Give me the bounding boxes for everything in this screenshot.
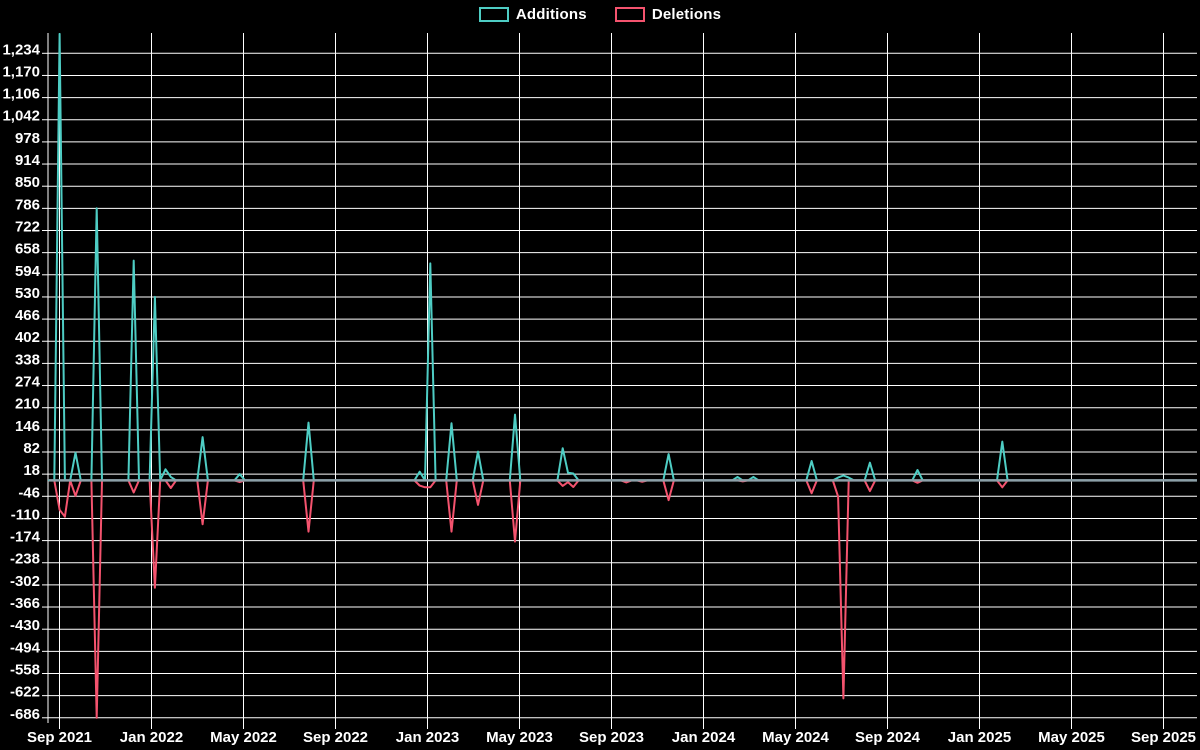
- y-tick-label: 1,234: [2, 41, 40, 58]
- y-tick-label: 1,106: [2, 86, 40, 103]
- x-tick-label: Sep 2023: [579, 729, 644, 746]
- y-tick-label: -558: [10, 661, 40, 678]
- y-tick-label: -238: [10, 551, 40, 568]
- x-tick-label: May 2025: [1038, 729, 1105, 746]
- y-tick-label: 850: [15, 174, 40, 191]
- y-tick-label: 914: [15, 152, 41, 169]
- y-tick-label: 274: [15, 374, 41, 391]
- y-tick-label: 1,170: [2, 63, 40, 80]
- additions-line: [48, 33, 1194, 482]
- x-tick-label: Jan 2024: [672, 729, 736, 746]
- y-axis-labels: 1,234 1,170 1,106 1,042 978 914 850 786 722 658 59…: [2, 41, 40, 722]
- y-tick-label: -46: [18, 484, 40, 501]
- y-tick-label: 786: [15, 196, 40, 213]
- y-tick-label: -430: [10, 617, 40, 634]
- x-tick-label: Jan 2025: [948, 729, 1011, 746]
- legend-label-deletions: Deletions: [651, 6, 722, 23]
- legend-item-deletions[interactable]: Deletions: [614, 6, 722, 23]
- x-tick-label: Sep 2025: [1131, 729, 1196, 746]
- y-tick-label: -686: [10, 706, 40, 723]
- deletions-swatch-icon: [614, 7, 645, 22]
- deletions-line: [48, 479, 1194, 719]
- y-tick-label: -494: [10, 639, 41, 656]
- y-tick-label: -110: [11, 506, 40, 523]
- y-tick-label: 402: [15, 329, 40, 346]
- y-tick-label: -174: [10, 529, 41, 546]
- legend-item-additions[interactable]: Additions: [478, 6, 587, 23]
- x-axis-labels: Sep 2021 Jan 2022 May 2022 Sep 2022 Jan 2023…: [27, 729, 1196, 746]
- y-tick-label: -302: [10, 573, 40, 590]
- y-tick-label: 82: [23, 440, 40, 457]
- y-tick-label: 146: [15, 418, 40, 435]
- y-tick-label: 530: [15, 285, 40, 302]
- additions-swatch-icon: [478, 7, 509, 22]
- x-tick-label: Sep 2024: [855, 729, 921, 746]
- y-tick-label: 658: [15, 241, 40, 258]
- y-tick-label: 338: [15, 351, 40, 368]
- y-tick-label: 210: [15, 396, 40, 413]
- legend-label-additions: Additions: [515, 6, 587, 23]
- x-tick-label: Jan 2023: [396, 729, 459, 746]
- y-gridlines: [42, 52, 1197, 719]
- x-tick-label: Jan 2022: [120, 729, 183, 746]
- x-tick-label: May 2023: [486, 729, 553, 746]
- y-tick-label: 722: [15, 218, 40, 235]
- y-tick-label: -622: [10, 684, 40, 701]
- y-tick-label: 1,042: [2, 108, 40, 125]
- x-tick-label: Sep 2021: [27, 729, 92, 746]
- x-tick-label: Sep 2022: [303, 729, 368, 746]
- y-tick-label: 978: [15, 130, 40, 147]
- x-gridlines: [59, 33, 1164, 729]
- x-tick-label: May 2022: [210, 729, 277, 746]
- plot-area: [48, 33, 1197, 719]
- chart-legend: Additions Deletions: [0, 6, 1200, 23]
- x-tick-label: May 2024: [762, 729, 829, 746]
- y-tick-label: 466: [15, 307, 40, 324]
- y-tick-label: 18: [23, 462, 40, 479]
- y-tick-label: 594: [15, 263, 41, 280]
- y-tick-label: -366: [10, 595, 40, 612]
